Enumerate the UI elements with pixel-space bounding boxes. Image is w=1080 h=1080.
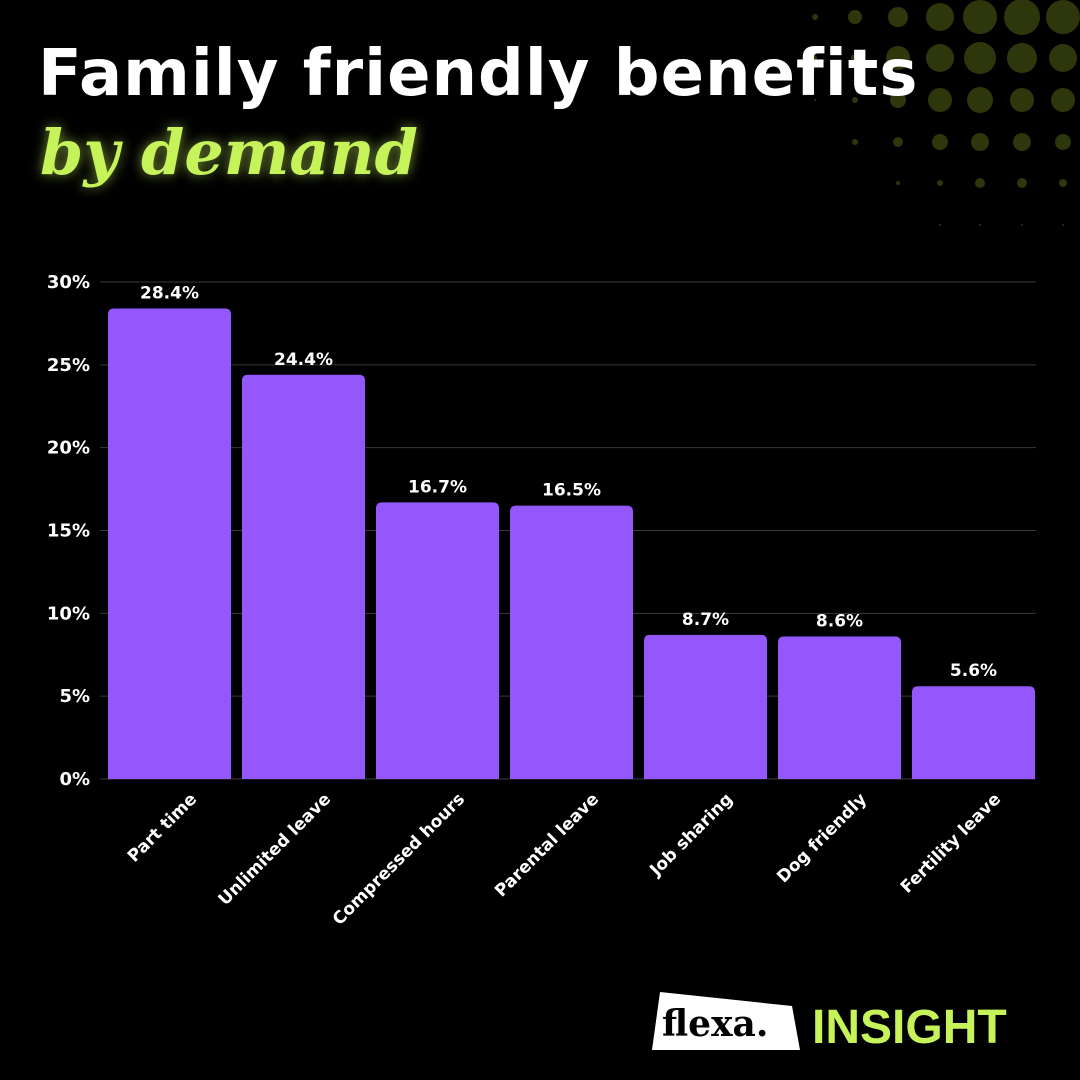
halftone-dot — [963, 0, 997, 34]
halftone-dot — [979, 224, 981, 226]
value-label: 16.7% — [408, 477, 467, 497]
halftone-dot — [937, 180, 943, 186]
halftone-dot — [971, 133, 989, 151]
halftone-dot — [1049, 44, 1077, 72]
bar — [778, 636, 901, 779]
bar-chart: 0% 5% 10% 15% 20% 25% 30% 28.4% Part time 24.4% Un… — [47, 272, 1036, 930]
value-label: 5.6% — [950, 661, 997, 681]
y-tick-label: 30% — [47, 272, 90, 293]
halftone-dot — [1007, 43, 1037, 73]
y-tick-label: 25% — [47, 355, 90, 376]
bar — [242, 374, 365, 779]
halftone-dot — [926, 44, 954, 72]
halftone-dot — [1059, 179, 1067, 187]
x-tick-label: Fertility leave — [897, 789, 1005, 897]
halftone-dot — [1062, 224, 1064, 226]
value-label: 28.4% — [140, 284, 199, 304]
halftone-dot — [1055, 134, 1071, 150]
halftone-dot — [1010, 88, 1034, 112]
x-tick-label: Part time — [124, 789, 201, 866]
x-tick-label: Compressed hours — [329, 789, 469, 929]
halftone-dot — [893, 137, 903, 147]
bar — [644, 634, 767, 779]
y-tick-label: 20% — [47, 438, 90, 459]
chart-subtitle: by demand — [40, 116, 418, 189]
halftone-dot — [1017, 178, 1027, 188]
value-label: 8.6% — [816, 612, 863, 632]
value-label: 24.4% — [274, 350, 333, 370]
halftone-dot — [1051, 88, 1075, 112]
halftone-dot — [852, 139, 858, 145]
halftone-dot — [975, 178, 985, 188]
halftone-dot — [939, 224, 941, 226]
halftone-dot — [888, 7, 908, 27]
bar — [510, 505, 633, 779]
halftone-dot — [851, 54, 859, 62]
halftone-dot — [1013, 133, 1031, 151]
halftone-dots-decoration — [812, 0, 1080, 226]
value-label: 16.5% — [542, 481, 601, 501]
halftone-dot — [1004, 0, 1040, 35]
halftone-dot — [813, 56, 817, 60]
x-tick-label: Dog friendly — [773, 789, 871, 887]
x-tick-label: Parental leave — [491, 789, 603, 901]
x-tick-label: Job sharing — [646, 789, 737, 880]
bar — [912, 686, 1035, 779]
flexa-logo-text: flexa. — [662, 1003, 769, 1045]
halftone-dot — [852, 97, 858, 103]
halftone-dot — [1021, 224, 1023, 226]
bar — [376, 502, 499, 779]
halftone-dot — [848, 10, 862, 24]
halftone-dot — [812, 14, 818, 20]
value-label: 8.7% — [682, 610, 729, 630]
y-tick-label: 10% — [47, 603, 90, 624]
x-tick-label: Unlimited leave — [215, 789, 335, 909]
flexa-logo-badge — [652, 992, 800, 1050]
halftone-dot — [814, 99, 816, 101]
halftone-dot — [928, 88, 952, 112]
halftone-dot — [890, 92, 906, 108]
y-tick-label: 0% — [59, 769, 90, 790]
halftone-dot — [964, 42, 996, 74]
halftone-dot — [886, 46, 910, 70]
halftone-dot — [896, 181, 900, 185]
halftone-dot — [967, 87, 993, 113]
y-tick-label: 5% — [59, 686, 90, 707]
y-tick-label: 15% — [47, 521, 90, 542]
halftone-dot — [926, 3, 954, 31]
bar — [108, 308, 231, 779]
chart-title: Family friendly benefits — [38, 37, 919, 111]
insight-label: INSIGHT — [812, 1001, 1007, 1054]
halftone-dot — [1046, 0, 1080, 34]
halftone-dot — [932, 134, 948, 150]
